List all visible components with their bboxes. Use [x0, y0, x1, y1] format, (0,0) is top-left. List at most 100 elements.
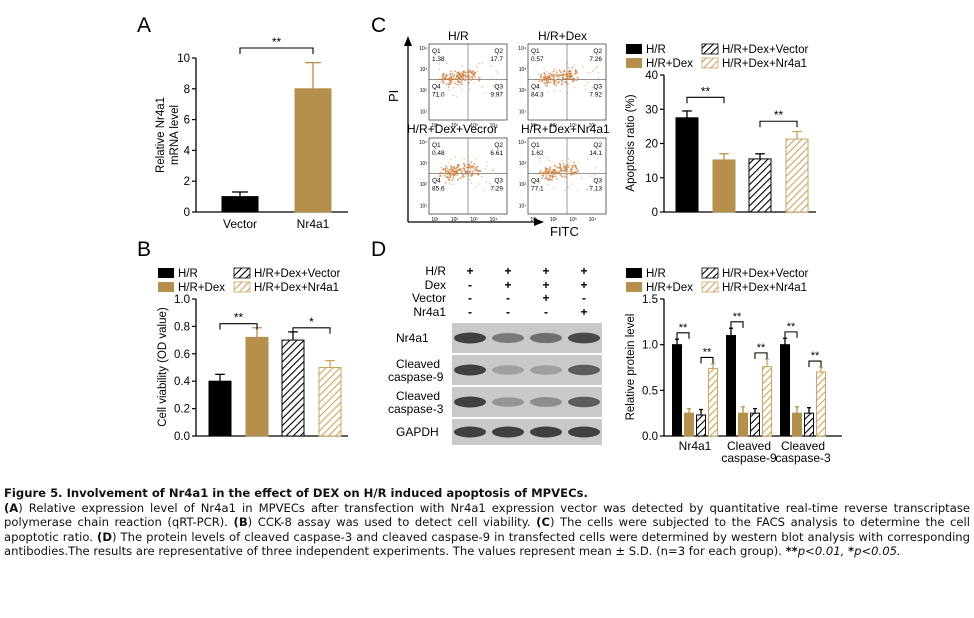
flow-event-dot [594, 174, 596, 176]
flow-event-dot [468, 163, 471, 166]
flow-event-dot [591, 175, 593, 177]
flow-event-dot [573, 64, 575, 67]
flow-event-dot [568, 162, 571, 164]
flow-event-dot [597, 72, 599, 74]
flow-event-dot [593, 69, 595, 71]
flow-event-dot [553, 89, 556, 92]
flow-event-dot [466, 74, 469, 77]
significance-bracket [239, 47, 314, 54]
flow-event-dot [547, 174, 549, 176]
flow-event-dot [546, 168, 549, 171]
flow-event-dot [539, 160, 542, 163]
flow-event-dot [475, 168, 478, 171]
caption-text: ) CCK-8 assay was used to detect cell vi… [247, 515, 537, 530]
flow-axis-tick: 10² [451, 123, 459, 129]
flow-event-dot [538, 80, 541, 83]
legend-swatch-hr [158, 268, 174, 278]
blot-header-mark: + [580, 278, 587, 292]
flow-event-dot [462, 75, 465, 78]
flow-event-dot [564, 174, 566, 176]
bar [785, 138, 809, 213]
flow-event-dot [567, 75, 570, 78]
bar [792, 412, 802, 437]
flow-event-dot [566, 83, 569, 85]
flow-event-dot [445, 83, 448, 85]
blot-band [530, 365, 562, 375]
flow-event-dot [467, 70, 470, 73]
flow-event-dot [459, 81, 461, 84]
flow-event-dot [475, 166, 477, 169]
flow-axis-tick: 10² [451, 217, 459, 223]
flow-event-dot [570, 173, 573, 176]
flow-event-dot [575, 70, 578, 72]
flow-quadrant-value: 7.26 [589, 56, 602, 63]
flow-axis-tick: 10⁴ [490, 123, 498, 129]
flow-event-dot [459, 76, 462, 79]
flow-event-dot [494, 186, 496, 188]
flow-axis-tick: 10¹ [420, 203, 428, 209]
blot-header-label: H/R [425, 264, 446, 278]
flow-event-dot [586, 71, 588, 74]
y-tick-label: 40 [645, 70, 658, 82]
flow-event-dot [565, 75, 568, 78]
flow-event-dot [445, 73, 448, 75]
flow-event-dot [457, 163, 460, 166]
caption-text: p<0.01, [797, 544, 849, 559]
flow-event-dot [558, 74, 561, 77]
blot-header-mark: - [468, 305, 472, 319]
y-tick-label: 1.0 [642, 340, 658, 352]
flow-event-dot [484, 168, 487, 170]
flow-event-dot [445, 78, 447, 81]
bar [780, 344, 790, 437]
legend-label-dex: H/R+Dex [178, 282, 225, 294]
flow-quadrant-value: 17.7 [490, 56, 503, 63]
western-blot-panel: H/R + + + +Dex - + + +Vector - - + -Nr4a1- - - +Nr4a1Cl… [388, 264, 602, 445]
flow-event-dot [538, 187, 540, 189]
caption-bold: (D [97, 529, 112, 544]
flow-event-dot [439, 174, 442, 177]
flow-event-dot [467, 174, 470, 177]
flow-event-dot [494, 188, 496, 191]
flow-quadrant-value: 7.13 [589, 186, 602, 193]
bar [675, 117, 699, 213]
flow-event-dot [448, 173, 451, 176]
flow-quadrant-name: Q1 [531, 48, 540, 55]
flow-axis-tick: 10⁴ [518, 140, 526, 146]
flow-event-dot [589, 71, 591, 74]
flow-event-dot [575, 168, 577, 170]
significance-bracket [676, 332, 690, 339]
flow-title: H/R+Dex+Vecror [407, 122, 498, 136]
flow-event-dot [571, 77, 574, 80]
flow-event-dot [578, 161, 580, 164]
flow-event-dot [449, 79, 451, 82]
flow-event-dot [475, 186, 477, 188]
blot-band [568, 426, 600, 438]
blot-header-mark: + [542, 278, 549, 292]
flow-event-dot [571, 183, 573, 185]
flow-event-dot [449, 171, 451, 174]
flow-quadrant-name: Q1 [531, 142, 540, 149]
blot-band [530, 426, 562, 438]
caption-bold: (A [4, 500, 19, 515]
legend-swatch-vector [233, 267, 251, 279]
blot-header-mark: + [542, 291, 549, 305]
flow-quadrant-value: 7.92 [589, 92, 602, 99]
flow-event-dot [459, 177, 462, 179]
flow-event-dot [569, 70, 572, 73]
flow-event-dot [589, 185, 591, 187]
flow-axis-tick: 10¹ [431, 217, 439, 223]
flow-event-dot [576, 76, 579, 79]
legend-label-dex: H/R+Dex [646, 58, 693, 70]
flow-event-dot [555, 84, 558, 87]
flow-event-dot [457, 71, 460, 74]
blot-band [530, 332, 562, 344]
flow-event-dot [472, 168, 474, 170]
flow-event-dot [470, 76, 473, 79]
blot-header-label: Vector [412, 291, 446, 305]
flow-event-dot [553, 68, 556, 70]
flow-event-dot [539, 76, 542, 79]
bar [245, 336, 269, 437]
flow-event-dot [544, 172, 546, 175]
legend-swatch-nr4a1 [233, 281, 251, 293]
flow-x-axis-label: FITC [550, 224, 579, 239]
